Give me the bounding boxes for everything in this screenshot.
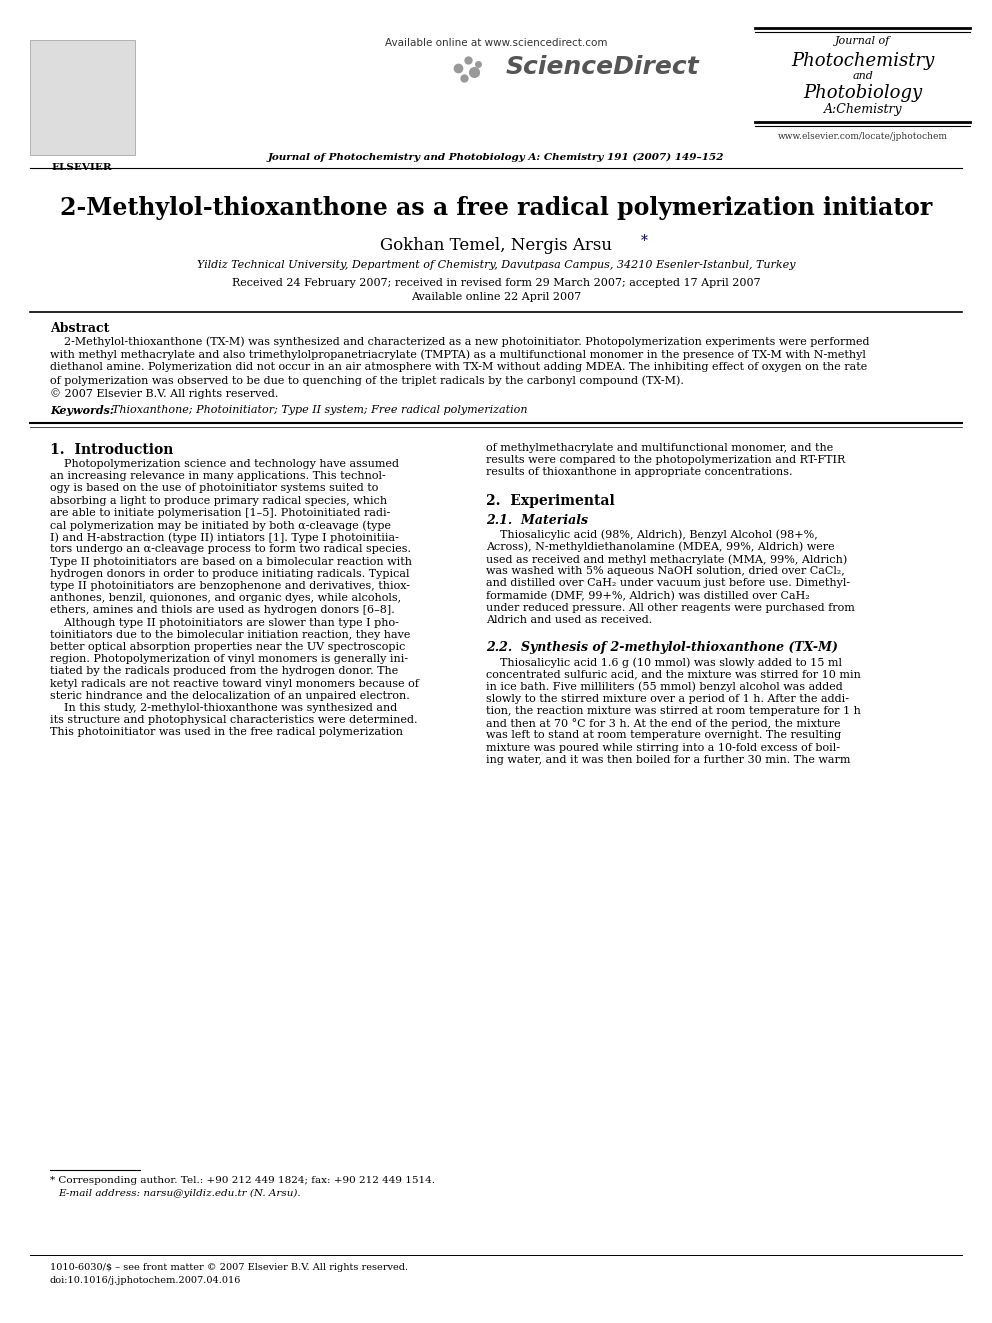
Text: concentrated sulfuric acid, and the mixture was stirred for 10 min: concentrated sulfuric acid, and the mixt…	[486, 669, 861, 680]
Text: Journal of Photochemistry and Photobiology A: Chemistry 191 (2007) 149–152: Journal of Photochemistry and Photobiolo…	[268, 153, 724, 163]
Text: results of thioxanthone in appropriate concentrations.: results of thioxanthone in appropriate c…	[486, 467, 793, 478]
Text: tion, the reaction mixture was stirred at room temperature for 1 h: tion, the reaction mixture was stirred a…	[486, 706, 861, 716]
Text: A:Chemistry: A:Chemistry	[823, 103, 903, 116]
Text: www.elsevier.com/locate/jphotochem: www.elsevier.com/locate/jphotochem	[778, 132, 948, 142]
Text: steric hindrance and the delocalization of an unpaired electron.: steric hindrance and the delocalization …	[50, 691, 410, 701]
Text: ketyl radicals are not reactive toward vinyl monomers because of: ketyl radicals are not reactive toward v…	[50, 679, 419, 688]
Text: of polymerization was observed to be due to quenching of the triplet radicals by: of polymerization was observed to be due…	[50, 374, 683, 385]
Text: Although type II photoinitiators are slower than type I pho-: Although type II photoinitiators are slo…	[50, 618, 399, 627]
Text: I) and H-abstraction (type II) intiators [1]. Type I photoinitiia-: I) and H-abstraction (type II) intiators…	[50, 532, 399, 542]
Text: Thioxanthone; Photoinitiator; Type II system; Free radical polymerization: Thioxanthone; Photoinitiator; Type II sy…	[105, 405, 528, 415]
Text: Received 24 February 2007; received in revised form 29 March 2007; accepted 17 A: Received 24 February 2007; received in r…	[232, 278, 760, 288]
Text: 1010-6030/$ – see front matter © 2007 Elsevier B.V. All rights reserved.: 1010-6030/$ – see front matter © 2007 El…	[50, 1263, 408, 1271]
Text: ing water, and it was then boiled for a further 30 min. The warm: ing water, and it was then boiled for a …	[486, 755, 850, 765]
Text: ELSEVIER: ELSEVIER	[52, 163, 112, 172]
Text: Keywords:: Keywords:	[50, 405, 114, 415]
Text: results were compared to the photopolymerization and RT-FTIR: results were compared to the photopolyme…	[486, 455, 845, 466]
Text: toinitiators due to the bimolecular initiation reaction, they have: toinitiators due to the bimolecular init…	[50, 630, 411, 640]
Text: cal polymerization may be initiated by both α-cleavage (type: cal polymerization may be initiated by b…	[50, 520, 391, 531]
Text: 2-Methylol-thioxanthone (TX-M) was synthesized and characterized as a new photoi: 2-Methylol-thioxanthone (TX-M) was synth…	[50, 336, 870, 347]
Text: an increasing relevance in many applications. This technol-: an increasing relevance in many applicat…	[50, 471, 386, 482]
Text: 2-Methylol-thioxanthone as a free radical polymerization initiator: 2-Methylol-thioxanthone as a free radica…	[60, 196, 932, 220]
Text: 2.1.  Materials: 2.1. Materials	[486, 513, 588, 527]
Text: This photoinitiator was used in the free radical polymerization: This photoinitiator was used in the free…	[50, 728, 403, 737]
Text: are able to initiate polymerisation [1–5]. Photoinitiated radi-: are able to initiate polymerisation [1–5…	[50, 508, 391, 517]
Text: mixture was poured while stirring into a 10-fold excess of boil-: mixture was poured while stirring into a…	[486, 742, 840, 753]
Text: region. Photopolymerization of vinyl monomers is generally ini-: region. Photopolymerization of vinyl mon…	[50, 654, 408, 664]
Text: Across), N-methyldiethanolamine (MDEA, 99%, Aldrich) were: Across), N-methyldiethanolamine (MDEA, 9…	[486, 542, 834, 553]
Text: Photobiology: Photobiology	[804, 83, 923, 102]
Text: was left to stand at room temperature overnight. The resulting: was left to stand at room temperature ov…	[486, 730, 841, 741]
Text: absorbing a light to produce primary radical species, which: absorbing a light to produce primary rad…	[50, 496, 387, 505]
Text: E-mail address: narsu@yildiz.edu.tr (N. Arsu).: E-mail address: narsu@yildiz.edu.tr (N. …	[58, 1189, 301, 1199]
Text: Abstract: Abstract	[50, 321, 109, 335]
Text: anthones, benzil, quionones, and organic dyes, while alcohols,: anthones, benzil, quionones, and organic…	[50, 593, 401, 603]
Text: Photochemistry: Photochemistry	[792, 52, 934, 70]
Text: Thiosalicylic acid 1.6 g (10 mmol) was slowly added to 15 ml: Thiosalicylic acid 1.6 g (10 mmol) was s…	[486, 658, 842, 668]
Text: ScienceDirect: ScienceDirect	[506, 56, 699, 79]
Text: its structure and photophysical characteristics were determined.: its structure and photophysical characte…	[50, 716, 418, 725]
Text: *: *	[641, 234, 648, 247]
Text: Yildiz Technical University, Department of Chemistry, Davutpasa Campus, 34210 Es: Yildiz Technical University, Department …	[196, 261, 796, 270]
Text: 2.  Experimental: 2. Experimental	[486, 493, 615, 508]
Text: doi:10.1016/j.jphotochem.2007.04.016: doi:10.1016/j.jphotochem.2007.04.016	[50, 1275, 241, 1285]
Text: Aldrich and used as received.: Aldrich and used as received.	[486, 615, 653, 624]
Text: 1.  Introduction: 1. Introduction	[50, 443, 174, 456]
Text: Gokhan Temel, Nergis Arsu: Gokhan Temel, Nergis Arsu	[380, 237, 612, 254]
Text: ogy is based on the use of photoinitiator systems suited to: ogy is based on the use of photoinitiato…	[50, 483, 378, 493]
Text: 2.2.  Synthesis of 2-methylol-thioxanthone (TX-M): 2.2. Synthesis of 2-methylol-thioxanthon…	[486, 642, 838, 654]
Text: and then at 70 °C for 3 h. At the end of the period, the mixture: and then at 70 °C for 3 h. At the end of…	[486, 718, 840, 729]
Text: under reduced pressure. All other reagents were purchased from: under reduced pressure. All other reagen…	[486, 603, 855, 613]
Text: Available online 22 April 2007: Available online 22 April 2007	[411, 292, 581, 302]
Text: Journal of: Journal of	[835, 36, 891, 46]
Text: tors undergo an α-cleavage process to form two radical species.: tors undergo an α-cleavage process to fo…	[50, 544, 411, 554]
Text: better optical absorption properties near the UV spectroscopic: better optical absorption properties nea…	[50, 642, 406, 652]
Text: In this study, 2-methylol-thioxanthone was synthesized and: In this study, 2-methylol-thioxanthone w…	[50, 703, 397, 713]
Text: and: and	[852, 71, 873, 81]
Text: diethanol amine. Polymerization did not occur in an air atmosphere with TX-M wit: diethanol amine. Polymerization did not …	[50, 363, 867, 372]
Text: tiated by the radicals produced from the hydrogen donor. The: tiated by the radicals produced from the…	[50, 667, 398, 676]
Text: Available online at www.sciencedirect.com: Available online at www.sciencedirect.co…	[385, 38, 607, 48]
Text: type II photoinitiators are benzophenone and derivatives, thiox-: type II photoinitiators are benzophenone…	[50, 581, 410, 591]
Text: with methyl methacrylate and also trimethylolpropanetriacrylate (TMPTA) as a mul: with methyl methacrylate and also trimet…	[50, 349, 866, 360]
Text: Thiosalicylic acid (98%, Aldrich), Benzyl Alcohol (98+%,: Thiosalicylic acid (98%, Aldrich), Benzy…	[486, 529, 817, 540]
Text: in ice bath. Five milliliters (55 mmol) benzyl alcohol was added: in ice bath. Five milliliters (55 mmol) …	[486, 681, 843, 692]
Text: * Corresponding author. Tel.: +90 212 449 1824; fax: +90 212 449 1514.: * Corresponding author. Tel.: +90 212 44…	[50, 1176, 435, 1185]
Text: was washed with 5% aqueous NaOH solution, dried over CaCl₂,: was washed with 5% aqueous NaOH solution…	[486, 566, 845, 577]
Text: ethers, amines and thiols are used as hydrogen donors [6–8].: ethers, amines and thiols are used as hy…	[50, 606, 395, 615]
Text: formamide (DMF, 99+%, Aldrich) was distilled over CaH₂: formamide (DMF, 99+%, Aldrich) was disti…	[486, 590, 809, 601]
Text: and distilled over CaH₂ under vacuum just before use. Dimethyl-: and distilled over CaH₂ under vacuum jus…	[486, 578, 850, 589]
Text: hydrogen donors in order to produce initiating radicals. Typical: hydrogen donors in order to produce init…	[50, 569, 410, 578]
Text: Photopolymerization science and technology have assumed: Photopolymerization science and technolo…	[50, 459, 399, 468]
Text: slowly to the stirred mixture over a period of 1 h. After the addi-: slowly to the stirred mixture over a per…	[486, 693, 849, 704]
Text: used as received and methyl methacrylate (MMA, 99%, Aldrich): used as received and methyl methacrylate…	[486, 554, 847, 565]
Text: of methylmethacrylate and multifunctional monomer, and the: of methylmethacrylate and multifunctiona…	[486, 443, 833, 452]
Text: © 2007 Elsevier B.V. All rights reserved.: © 2007 Elsevier B.V. All rights reserved…	[50, 388, 279, 398]
Bar	[30, 40, 135, 155]
Text: Type II photoinitiators are based on a bimolecular reaction with: Type II photoinitiators are based on a b…	[50, 557, 412, 566]
